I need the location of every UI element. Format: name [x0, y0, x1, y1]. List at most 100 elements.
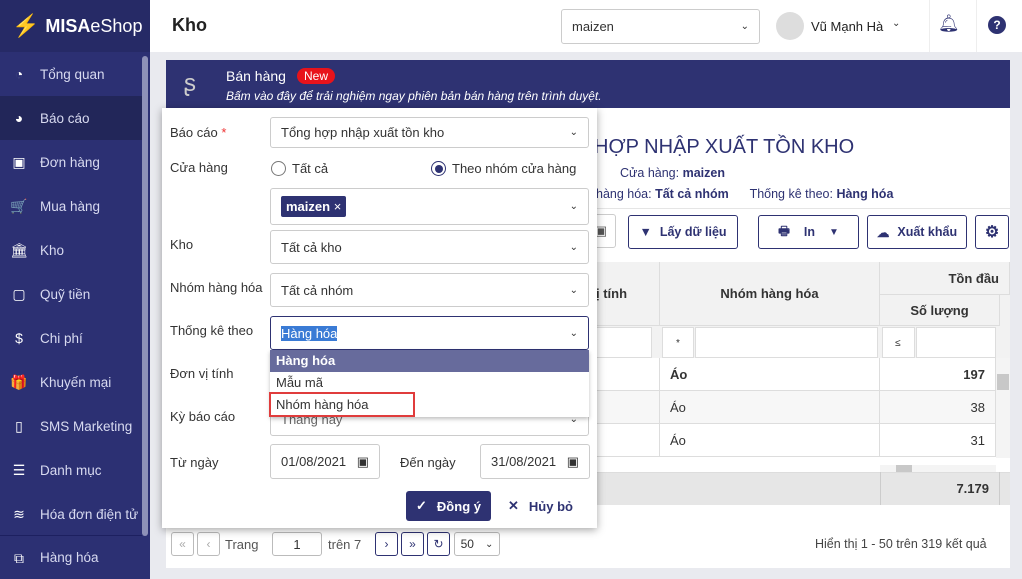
sidebar-item[interactable]: 🏛 Kho: [0, 228, 142, 272]
from-date-input[interactable]: 01/08/2021 ▣: [270, 444, 380, 479]
store-select[interactable]: maizen ⌄: [561, 9, 760, 44]
banner-logo-icon: ʂ: [184, 70, 196, 97]
vertical-scrollbar[interactable]: [996, 358, 1010, 458]
store-tag: maizen: [286, 199, 331, 214]
refresh-icon[interactable]: ↻: [427, 532, 450, 556]
group-label: Nhóm hàng hóa: [170, 280, 263, 295]
col-qty-header[interactable]: Số lượng: [880, 295, 1000, 326]
calendar-icon[interactable]: ▣: [356, 453, 369, 469]
settings-gear-icon[interactable]: ⚙: [975, 215, 1009, 249]
group-value: Tất cả nhóm: [281, 282, 354, 298]
chevron-down-icon: ⌄: [569, 201, 578, 212]
cancel-button[interactable]: ✕ Hủy bỏ: [508, 491, 573, 521]
row-qty: 31: [880, 424, 996, 457]
brand-rest: eShop: [90, 15, 143, 36]
sidebar-item-label: Hàng hóa: [40, 550, 99, 565]
fetch-data-button[interactable]: ▼ Lấy dữ liệu: [628, 215, 738, 249]
store-label: Cửa hàng: [170, 160, 228, 175]
sidebar-item[interactable]: ▣ Đơn hàng: [0, 140, 142, 184]
stat-label: Thống kê theo: [170, 323, 254, 338]
export-button[interactable]: ☁ Xuất khẩu: [867, 215, 967, 249]
misa-logo-icon: ⚡: [12, 13, 40, 38]
store-multiselect[interactable]: maizen × ⌄: [270, 188, 589, 225]
warehouse-select[interactable]: Tất cả kho ⌄: [270, 230, 589, 264]
col-group-header[interactable]: Nhóm hàng hóa: [660, 262, 880, 326]
sidebar-scrollbar[interactable]: [142, 56, 148, 536]
sales-banner[interactable]: ʂ Bán hàng New Bấm vào đây để trải nghiệ…: [166, 60, 1010, 108]
filter-group-input[interactable]: [695, 327, 878, 358]
table-row[interactable]: [586, 391, 660, 424]
group-select[interactable]: Tất cả nhóm ⌄: [270, 273, 589, 307]
chevron-down-icon: ⌄: [569, 127, 578, 138]
sidebar-item-label: Quỹ tiền: [40, 286, 91, 302]
sidebar-item-label: Hóa đơn điện tử: [40, 506, 139, 522]
safe-icon: ▢: [12, 286, 26, 302]
col-unit-header[interactable]: ị tính: [586, 262, 660, 326]
remove-tag-icon[interactable]: ×: [333, 199, 342, 214]
page-input[interactable]: 1: [272, 532, 322, 556]
export-label: Xuất khẩu: [897, 225, 958, 239]
ok-button[interactable]: ✓ Đồng ý: [406, 491, 491, 521]
sidebar-item[interactable]: ⧉ Hàng hóa: [0, 535, 142, 579]
table-row[interactable]: [586, 424, 660, 457]
gift-icon: 🎁: [10, 374, 28, 390]
sidebar-item[interactable]: $ Chi phí: [0, 316, 142, 360]
sidebar-item-label: Khuyến mại: [40, 374, 112, 390]
option-hang-hoa[interactable]: Hàng hóa: [270, 350, 589, 372]
calendar-icon[interactable]: ▣: [566, 453, 579, 469]
page-size-value: 50: [460, 537, 474, 551]
radio-all-label: Tất cả: [292, 161, 329, 176]
sidebar-item[interactable]: ▢ Quỹ tiền: [0, 272, 142, 316]
sidebar-item[interactable]: ◕ Báo cáo: [0, 96, 142, 140]
fetch-label: Lấy dữ liệu: [659, 225, 727, 239]
row-qty: 197: [880, 358, 996, 391]
radio-all[interactable]: Tất cả: [271, 161, 328, 176]
sidebar-item[interactable]: 🛒 Mua hàng: [0, 184, 142, 228]
last-page-button[interactable]: »: [401, 532, 424, 556]
table-row[interactable]: [586, 358, 660, 391]
warehouse-label: Kho: [170, 237, 194, 252]
filter-group-operator[interactable]: *: [662, 327, 694, 358]
option-mau-ma[interactable]: Mẫu mã: [276, 375, 323, 390]
radio-checked-icon: [431, 161, 446, 176]
page-label: Trang: [225, 537, 259, 552]
filter-qty-input[interactable]: [916, 327, 996, 358]
sidebar-item[interactable]: ☰ Danh mục: [0, 448, 142, 492]
sidebar-item[interactable]: ▯ SMS Marketing: [0, 404, 142, 448]
cart-icon: 🛒: [10, 198, 28, 214]
from-date-value: 01/08/2021: [281, 454, 347, 469]
option-nhom-hang-hoa[interactable]: Nhóm hàng hóa: [276, 397, 369, 412]
page-size-select[interactable]: 50 ⌄: [454, 532, 500, 556]
from-label: Từ ngày: [170, 455, 219, 470]
stat-select[interactable]: Hàng hóa ⌄: [270, 316, 589, 350]
sidebar-item[interactable]: ◔ Tổng quan: [0, 52, 142, 96]
page-title: Kho: [172, 15, 207, 35]
sidebar-item[interactable]: ≋ Hóa đơn điện tử: [0, 492, 142, 536]
bell-icon[interactable]: 🔔︎: [938, 14, 960, 33]
user-name[interactable]: Vũ Mạnh Hà: [811, 19, 884, 34]
radio-icon: [271, 161, 286, 176]
radio-store-group[interactable]: Theo nhóm cửa hàng: [431, 161, 576, 176]
next-page-button[interactable]: ›: [375, 532, 398, 556]
caret-down-icon: ▼: [829, 226, 839, 238]
user-chevron-icon[interactable]: ⌄: [892, 18, 901, 29]
report-select[interactable]: Tổng hợp nhập xuất tồn kho ⌄: [270, 117, 589, 148]
to-date-value: 31/08/2021: [491, 454, 557, 469]
avatar[interactable]: [776, 12, 804, 40]
print-button[interactable]: 🖶 In ▼: [758, 215, 859, 249]
to-date-input[interactable]: 31/08/2021 ▣: [480, 444, 590, 479]
stat-select-value: Hàng hóa: [281, 325, 338, 341]
first-page-button[interactable]: «: [171, 532, 194, 556]
prev-page-button[interactable]: ‹: [197, 532, 220, 556]
chevron-down-icon: ⌄: [569, 241, 578, 253]
sidebar-item[interactable]: 🎁 Khuyến mại: [0, 360, 142, 404]
help-icon[interactable]: ?: [988, 16, 1006, 34]
sidebar-item-label: Báo cáo: [40, 110, 90, 126]
logo[interactable]: ⚡ MISAeShop: [0, 0, 150, 52]
report-label: Báo cáo: [170, 125, 218, 140]
col-opening-header[interactable]: Tồn đầu: [880, 262, 1010, 295]
new-badge: New: [297, 68, 336, 84]
filter-unit-input[interactable]: [586, 327, 652, 358]
filter-qty-operator[interactable]: ≤: [882, 327, 915, 358]
list-icon: ☰: [12, 462, 26, 478]
